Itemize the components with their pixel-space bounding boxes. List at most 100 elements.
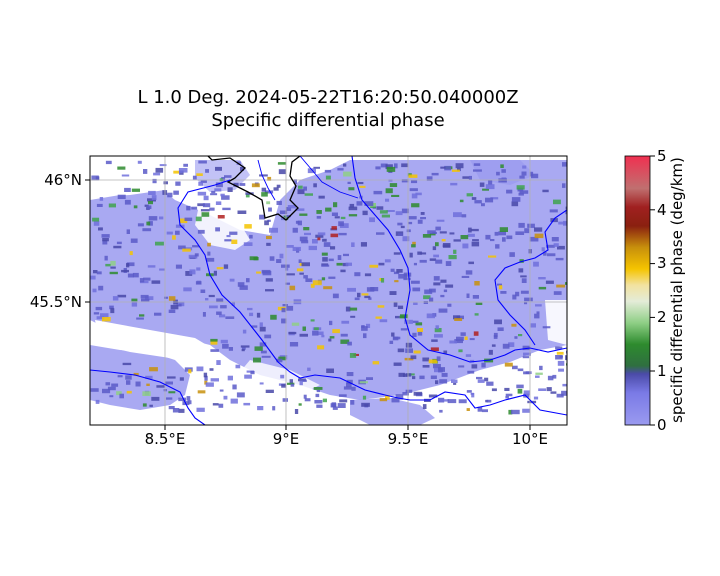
echo-cell <box>285 305 294 311</box>
echo-cell <box>445 261 452 266</box>
echo-cell <box>428 394 438 398</box>
echo-cell <box>412 320 419 323</box>
echo-cell <box>315 234 324 238</box>
echo-cell <box>415 192 422 196</box>
colorbar-tick-label: 4 <box>657 201 667 219</box>
colorbar-tick-label: 1 <box>657 362 667 380</box>
echo-cell <box>523 352 531 356</box>
echo-cell <box>401 208 409 214</box>
echo-cell <box>499 227 508 232</box>
echo-cell <box>547 253 556 257</box>
echo-cell <box>369 217 375 223</box>
echo-cell <box>411 203 420 208</box>
echo-cell <box>351 386 356 391</box>
echo-cell <box>246 370 254 373</box>
echo-cell <box>317 345 325 350</box>
echo-cell <box>223 264 229 269</box>
country-border <box>207 156 301 221</box>
echo-cell <box>155 241 164 246</box>
echo-cell <box>146 221 151 226</box>
echo-cell <box>426 176 433 181</box>
echo-cell <box>551 237 559 242</box>
echo-cell <box>456 336 464 341</box>
echo-cell <box>359 381 368 384</box>
echo-cell <box>293 179 297 184</box>
echo-cell <box>340 333 348 337</box>
echo-cell <box>440 294 445 298</box>
echo-cell <box>500 291 507 294</box>
echo-cell <box>476 376 483 380</box>
echo-cell <box>533 261 539 267</box>
echo-cell <box>504 387 510 391</box>
echo-cell <box>132 272 139 278</box>
echo-cell <box>379 210 388 214</box>
echo-cell <box>102 388 111 394</box>
echo-cell <box>220 339 228 344</box>
echo-cell <box>206 257 215 262</box>
echo-cell <box>313 387 323 390</box>
echo-cell <box>207 251 211 256</box>
echo-cell <box>518 192 524 196</box>
echo-cell <box>243 402 251 406</box>
echo-cell <box>316 404 323 408</box>
echo-cell <box>279 210 288 214</box>
echo-cell <box>366 287 375 292</box>
echo-cell <box>471 197 477 200</box>
echo-cell <box>92 288 97 293</box>
echo-cell <box>555 346 563 350</box>
echo-cell <box>215 166 222 171</box>
echo-cell <box>244 374 252 379</box>
echo-cell <box>210 349 219 352</box>
echo-cell <box>95 306 103 311</box>
echo-cell <box>259 326 266 332</box>
echo-cell <box>254 346 263 351</box>
echo-cell <box>384 259 391 263</box>
echo-cell <box>178 245 186 250</box>
echo-cell <box>313 166 320 169</box>
echo-cell <box>491 388 497 392</box>
echo-cell <box>286 245 294 248</box>
echo-cell <box>420 252 427 255</box>
echo-cell <box>429 258 437 261</box>
echo-cell <box>340 269 346 273</box>
echo-cell <box>315 393 320 398</box>
echo-cell <box>317 232 326 236</box>
echo-cell <box>401 163 409 168</box>
echo-cell <box>459 199 464 203</box>
echo-cell <box>210 378 219 382</box>
echo-cell <box>313 183 317 188</box>
echo-cell <box>420 217 426 220</box>
echo-cell <box>264 220 269 226</box>
echo-cell <box>435 242 439 247</box>
echo-cell <box>474 313 479 316</box>
echo-cell <box>184 217 193 221</box>
echo-cell <box>105 263 111 267</box>
echo-cell <box>359 185 366 188</box>
echo-cell <box>139 278 145 283</box>
echo-cell <box>524 302 528 305</box>
echo-cell <box>142 403 147 407</box>
echo-cell <box>405 342 413 348</box>
echo-cell <box>424 289 433 294</box>
echo-cell <box>522 356 530 359</box>
y-tick-label: 45.5°N <box>30 293 82 311</box>
echo-cell <box>102 238 109 242</box>
echo-cell <box>173 170 179 174</box>
echo-cell <box>553 199 561 205</box>
echo-cell <box>323 286 333 290</box>
boundaries <box>90 156 567 425</box>
echo-cell <box>260 350 267 354</box>
echo-cell <box>440 279 447 283</box>
echo-cell <box>321 277 326 281</box>
echo-cell <box>468 261 474 265</box>
echo-cell <box>508 342 515 347</box>
echo-cell <box>565 210 567 215</box>
echo-cell <box>404 319 413 324</box>
echo-cell <box>375 316 382 319</box>
echo-cell <box>346 372 354 377</box>
echo-cell <box>395 394 404 399</box>
echo-cell <box>136 317 144 320</box>
echo-cell <box>340 339 350 344</box>
echo-cell <box>291 322 300 326</box>
echo-cell <box>469 359 475 363</box>
